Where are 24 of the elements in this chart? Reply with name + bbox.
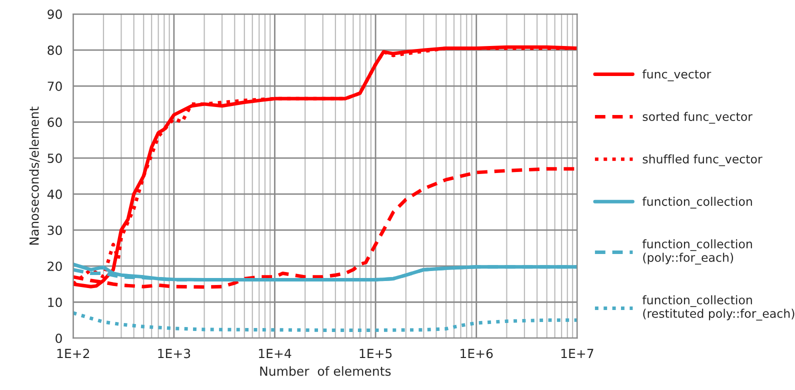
y-tick-label: 90 xyxy=(48,10,62,19)
legend-label: function_collection (poly::for_each) xyxy=(642,239,752,265)
x-tick-label: 1E+7 xyxy=(561,348,594,358)
legend-label: func_vector xyxy=(642,69,712,82)
y-tick-label: 80 xyxy=(48,46,62,55)
y-tick-label: 50 xyxy=(48,154,62,164)
y-tick-label: 30 xyxy=(48,226,62,236)
y-tick-label: 10 xyxy=(48,298,62,308)
x-tick-label: 1E+2 xyxy=(57,348,90,358)
y-axis-title: Nanoseconds/element xyxy=(29,106,40,245)
x-tick-label: 1E+3 xyxy=(158,348,190,358)
y-tick-label: 70 xyxy=(48,82,62,91)
x-tick-label: 1E+5 xyxy=(360,348,392,358)
legend-label: function_collection (restituted poly::for_each) xyxy=(642,295,794,321)
y-tick-label: 60 xyxy=(48,118,62,127)
legend-label: function_collection xyxy=(642,196,752,209)
legend-label: shuffled func_vector xyxy=(642,154,762,166)
y-tick-label: 40 xyxy=(47,190,62,200)
x-axis-title: Number of elements xyxy=(260,366,391,376)
y-tick-label: 20 xyxy=(48,262,62,272)
y-tick-label: 0 xyxy=(56,334,62,344)
legend-label: sorted func_vector xyxy=(642,112,752,124)
x-tick-label: 1E+6 xyxy=(460,348,493,358)
x-tick-label: 1E+4 xyxy=(258,348,292,358)
